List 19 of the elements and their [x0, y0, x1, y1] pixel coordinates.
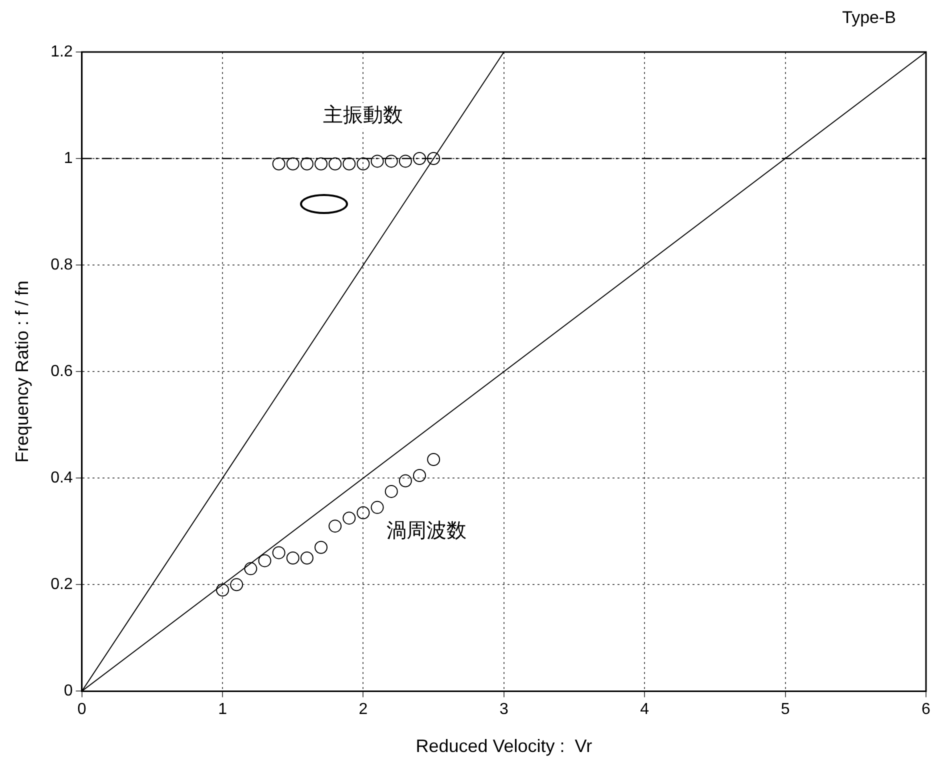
x-tick-label: 5: [780, 701, 790, 718]
annotation: 渦周波数: [386, 520, 467, 542]
y-tick-label: 0.6: [50, 363, 73, 380]
x-tick-label: 3: [499, 701, 508, 718]
y-axis-title: Frequency Ratio : f / fn: [12, 280, 32, 463]
x-tick-label: 6: [922, 701, 931, 718]
x-tick-label: 2: [358, 701, 368, 718]
x-tick-label: 4: [640, 701, 650, 718]
y-tick-label: 0: [64, 682, 73, 700]
y-tick-label: 0.4: [50, 470, 73, 487]
x-tick-label: 0: [77, 701, 86, 718]
x-tick-label: 1: [218, 701, 228, 718]
y-tick-label: 1.2: [50, 43, 73, 60]
text: Type-B: [842, 8, 896, 27]
annotation: 主振動数: [323, 103, 404, 126]
y-tick-label: 1: [64, 150, 73, 167]
y-tick-label: 0.8: [50, 256, 73, 274]
y-tick-label: 0.2: [50, 576, 73, 594]
x-axis-title: Reduced Velocity : Vr: [416, 736, 592, 756]
